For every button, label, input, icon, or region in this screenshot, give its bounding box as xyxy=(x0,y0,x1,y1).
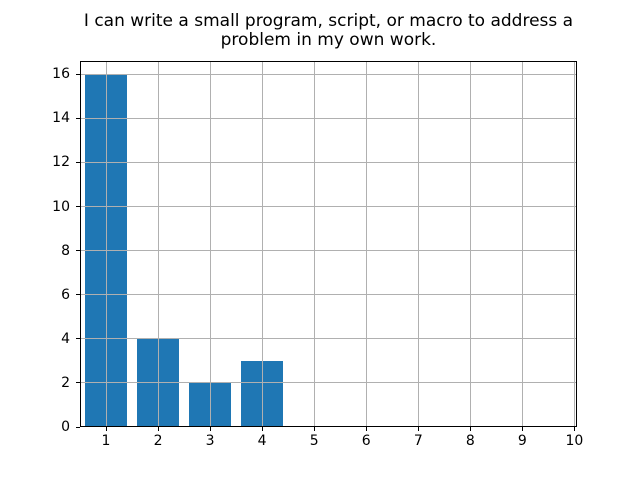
x-tick xyxy=(521,427,523,431)
x-gridline xyxy=(157,61,159,427)
x-tick xyxy=(365,427,367,431)
grid-layer xyxy=(80,61,577,427)
y-tick-label: 6 xyxy=(61,286,70,303)
x-tick-label: 1 xyxy=(101,433,111,449)
y-tick-label: 0 xyxy=(61,419,70,435)
y-tick xyxy=(76,250,80,252)
y-tick xyxy=(76,294,80,296)
x-tick xyxy=(209,427,211,431)
y-tick-label: 10 xyxy=(52,198,70,215)
x-gridline xyxy=(573,61,575,427)
x-tick-label: 8 xyxy=(465,433,475,449)
y-gridline xyxy=(80,338,577,340)
y-gridline xyxy=(80,206,577,207)
x-tick-label: 6 xyxy=(361,433,371,449)
x-gridline xyxy=(417,61,419,427)
y-gridline xyxy=(80,294,577,296)
y-tick xyxy=(76,117,80,119)
x-tick xyxy=(313,427,315,431)
chart-title-line-2: problem in my own work. xyxy=(220,30,437,50)
y-gridline xyxy=(80,117,577,119)
y-tick-label: 14 xyxy=(52,110,70,127)
y-gridline xyxy=(80,382,577,384)
x-tick xyxy=(417,427,419,431)
x-tick xyxy=(105,427,107,431)
x-tick-label: 5 xyxy=(309,433,319,449)
x-tick-label: 7 xyxy=(413,433,423,449)
x-tick-label: 4 xyxy=(257,433,267,449)
y-tick-label: 16 xyxy=(52,66,70,83)
y-gridline xyxy=(80,161,577,163)
x-gridline xyxy=(365,61,367,427)
y-tick xyxy=(76,206,80,207)
chart-title: I can write a small program, script, or … xyxy=(80,12,577,50)
x-gridline xyxy=(105,61,107,427)
plot-area: 1 2 3 4 5 6 7 8 9 10 0 2 4 6 8 10 12 14 16 xyxy=(52,61,583,448)
y-tick xyxy=(76,382,80,384)
x-gridline xyxy=(313,61,315,427)
x-tick-label: 10 xyxy=(565,433,584,449)
x-gridline xyxy=(209,61,211,427)
x-tick xyxy=(261,427,263,431)
y-gridline xyxy=(80,250,577,252)
x-tick xyxy=(573,427,575,431)
x-gridline xyxy=(261,61,263,427)
y-tick-label: 8 xyxy=(61,242,70,259)
x-tick-label: 9 xyxy=(517,433,527,449)
x-tick xyxy=(469,427,471,431)
y-tick-label: 4 xyxy=(61,330,70,347)
y-tick xyxy=(76,73,80,75)
y-tick xyxy=(76,426,80,428)
ticks-layer: 1 2 3 4 5 6 7 8 9 10 0 2 4 6 8 10 12 14 16 xyxy=(52,61,583,448)
y-tick xyxy=(76,161,80,163)
y-gridline xyxy=(80,73,577,75)
x-tick xyxy=(157,427,159,431)
x-gridline xyxy=(521,61,523,427)
y-tick xyxy=(76,338,80,340)
x-tick-label: 2 xyxy=(153,433,163,449)
y-tick-label: 2 xyxy=(61,374,70,391)
x-gridline xyxy=(469,61,471,427)
y-tick-label: 12 xyxy=(52,154,70,171)
chart-title-line-1: I can write a small program, script, or … xyxy=(83,11,574,31)
x-tick-label: 3 xyxy=(205,433,215,449)
